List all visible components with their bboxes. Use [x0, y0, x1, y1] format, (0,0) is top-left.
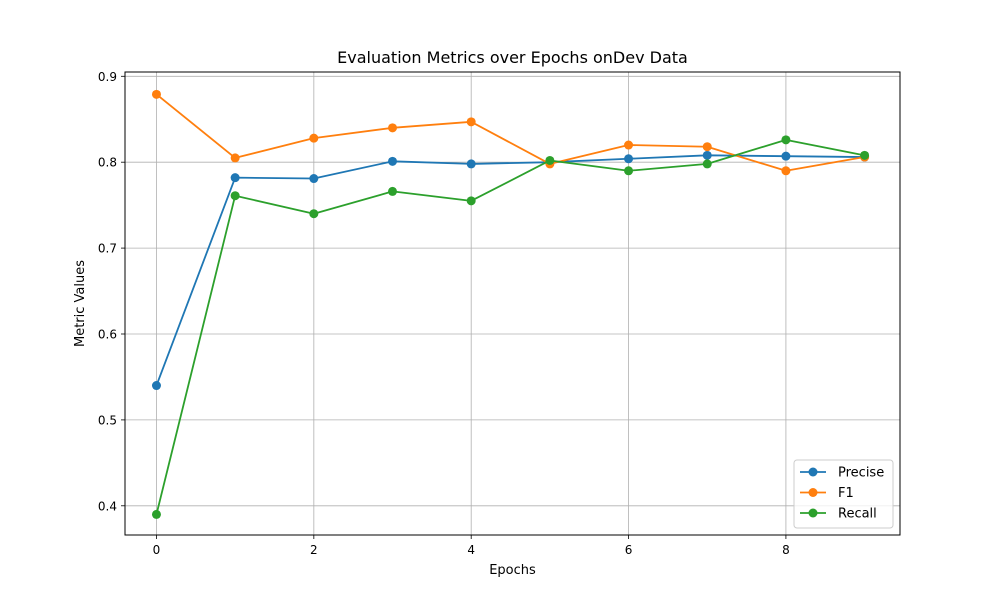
data-point-f1 — [702, 142, 712, 152]
plot-frame — [124, 71, 901, 536]
data-point-precise — [230, 173, 240, 183]
series-recall — [151, 135, 870, 519]
data-point-precise — [702, 150, 712, 160]
legend-box — [793, 459, 894, 529]
legend-label: Recall — [838, 507, 877, 522]
x-tick-label: 2 — [310, 543, 318, 557]
data-point-recall — [151, 509, 161, 519]
y-tick-label: 0.5 — [98, 413, 117, 427]
data-point-precise — [466, 159, 476, 169]
y-tick-label: 0.9 — [98, 70, 117, 84]
data-point-precise — [781, 151, 791, 161]
y-axis-label: Metric Values — [73, 260, 88, 347]
data-point-precise — [151, 381, 161, 391]
legend-item-precise: Precise — [800, 466, 884, 481]
data-point-recall — [309, 209, 319, 219]
data-point-precise — [388, 156, 398, 166]
data-point-precise — [624, 154, 634, 164]
data-point-recall — [781, 135, 791, 145]
data-point-recall — [388, 186, 398, 196]
legend: Precise F1 Recall — [793, 459, 894, 529]
y-tick-label: 0.4 — [98, 499, 117, 513]
legend-label: Precise — [838, 466, 884, 481]
series-layer — [151, 89, 870, 519]
series-line-f1 — [155, 93, 865, 172]
x-tick-label: 0 — [153, 543, 161, 557]
data-point-recall — [545, 155, 555, 165]
series-line-recall — [155, 138, 865, 515]
y-tick-label: 0.8 — [98, 156, 117, 170]
x-tick-label: 8 — [782, 543, 790, 557]
series-line-precise — [155, 154, 865, 386]
x-tick-label: 6 — [625, 543, 633, 557]
legend-swatch-marker — [808, 508, 818, 518]
data-point-recall — [466, 196, 476, 206]
data-point-recall — [702, 159, 712, 169]
data-point-f1 — [624, 140, 634, 150]
y-tick-label: 0.6 — [98, 327, 117, 341]
y-tick-label: 0.7 — [98, 242, 117, 256]
legend-swatch-marker — [808, 488, 818, 497]
data-point-f1 — [781, 166, 791, 176]
axis-ticks: 0 2 4 6 8 0.4 0.5 0.6 0.7 0.8 0.9 — [98, 70, 790, 557]
data-point-f1 — [151, 89, 161, 99]
legend-item-recall: Recall — [800, 507, 877, 522]
data-point-recall — [624, 166, 634, 176]
legend-item-f1: F1 — [800, 486, 854, 501]
legend-swatch-marker — [808, 467, 818, 477]
data-point-f1 — [309, 133, 319, 143]
data-point-recall — [230, 191, 240, 201]
x-tick-label: 4 — [467, 543, 475, 557]
chart-title: Evaluation Metrics over Epochs onDev Dat… — [337, 48, 688, 67]
x-axis-label: Epochs — [489, 563, 536, 578]
data-point-precise — [309, 174, 319, 184]
data-point-recall — [860, 150, 870, 160]
series-f1 — [151, 89, 870, 176]
legend-label: F1 — [838, 486, 854, 501]
data-point-f1 — [230, 153, 240, 163]
data-point-f1 — [388, 123, 398, 133]
data-point-f1 — [466, 117, 476, 127]
